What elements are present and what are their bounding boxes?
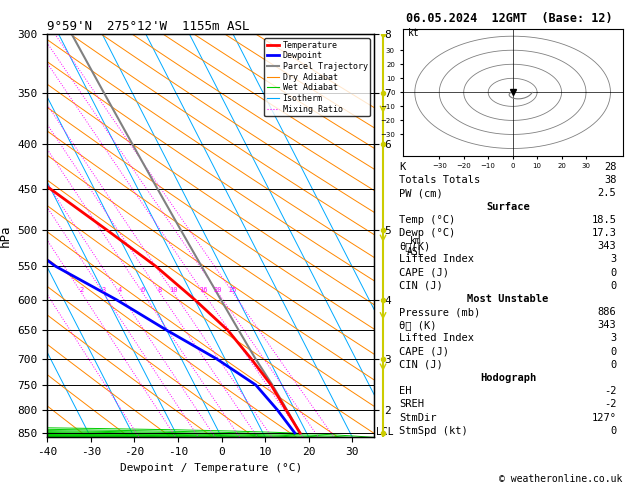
Text: 2.5: 2.5 xyxy=(598,189,616,198)
Text: 0: 0 xyxy=(610,347,616,357)
Text: StmSpd (kt): StmSpd (kt) xyxy=(399,426,468,436)
Text: PW (cm): PW (cm) xyxy=(399,189,443,198)
Text: Totals Totals: Totals Totals xyxy=(399,175,481,185)
Text: θᴇ(K): θᴇ(K) xyxy=(399,241,431,251)
Text: -2: -2 xyxy=(604,386,616,396)
Text: 3: 3 xyxy=(610,254,616,264)
Text: Temp (°C): Temp (°C) xyxy=(399,215,455,225)
Text: EH: EH xyxy=(399,386,412,396)
Text: 20: 20 xyxy=(214,287,223,293)
Text: θᴇ (K): θᴇ (K) xyxy=(399,320,437,330)
Text: StmDir: StmDir xyxy=(399,413,437,423)
Text: 343: 343 xyxy=(598,320,616,330)
Text: 28: 28 xyxy=(604,162,616,172)
Text: 9°59'N  275°12'W  1155m ASL: 9°59'N 275°12'W 1155m ASL xyxy=(47,20,250,33)
Text: 0: 0 xyxy=(610,360,616,370)
Text: Lifted Index: Lifted Index xyxy=(399,254,474,264)
Text: 18.5: 18.5 xyxy=(591,215,616,225)
Text: CIN (J): CIN (J) xyxy=(399,360,443,370)
Text: CAPE (J): CAPE (J) xyxy=(399,347,449,357)
Text: Pressure (mb): Pressure (mb) xyxy=(399,307,481,317)
Text: CIN (J): CIN (J) xyxy=(399,281,443,291)
Text: Dewp (°C): Dewp (°C) xyxy=(399,228,455,238)
Text: 3: 3 xyxy=(101,287,106,293)
Text: 3: 3 xyxy=(610,333,616,344)
Text: 17.3: 17.3 xyxy=(591,228,616,238)
Text: Surface: Surface xyxy=(486,202,530,211)
Text: kt: kt xyxy=(408,28,419,38)
Text: 8: 8 xyxy=(158,287,162,293)
Text: 2: 2 xyxy=(79,287,84,293)
Text: 343: 343 xyxy=(598,241,616,251)
Text: 06.05.2024  12GMT  (Base: 12): 06.05.2024 12GMT (Base: 12) xyxy=(406,12,613,25)
Text: Most Unstable: Most Unstable xyxy=(467,294,548,304)
Text: 6: 6 xyxy=(141,287,145,293)
Text: © weatheronline.co.uk: © weatheronline.co.uk xyxy=(499,473,623,484)
Text: K: K xyxy=(399,162,406,172)
Text: LCL: LCL xyxy=(376,427,393,437)
Text: 886: 886 xyxy=(598,307,616,317)
Y-axis label: km
ASL: km ASL xyxy=(407,236,425,257)
Text: 0: 0 xyxy=(610,426,616,436)
Text: -2: -2 xyxy=(604,399,616,409)
Text: Lifted Index: Lifted Index xyxy=(399,333,474,344)
Text: 127°: 127° xyxy=(591,413,616,423)
Text: 25: 25 xyxy=(229,287,237,293)
Text: SREH: SREH xyxy=(399,399,425,409)
Legend: Temperature, Dewpoint, Parcel Trajectory, Dry Adiabat, Wet Adiabat, Isotherm, Mi: Temperature, Dewpoint, Parcel Trajectory… xyxy=(264,38,370,116)
Text: 10: 10 xyxy=(169,287,178,293)
Text: CAPE (J): CAPE (J) xyxy=(399,267,449,278)
Text: 38: 38 xyxy=(604,175,616,185)
Text: 16: 16 xyxy=(199,287,208,293)
Text: 0: 0 xyxy=(610,281,616,291)
Y-axis label: hPa: hPa xyxy=(0,225,12,247)
X-axis label: Dewpoint / Temperature (°C): Dewpoint / Temperature (°C) xyxy=(120,463,302,473)
Text: 4: 4 xyxy=(117,287,121,293)
Text: 0: 0 xyxy=(610,267,616,278)
Text: Hodograph: Hodograph xyxy=(480,373,536,383)
